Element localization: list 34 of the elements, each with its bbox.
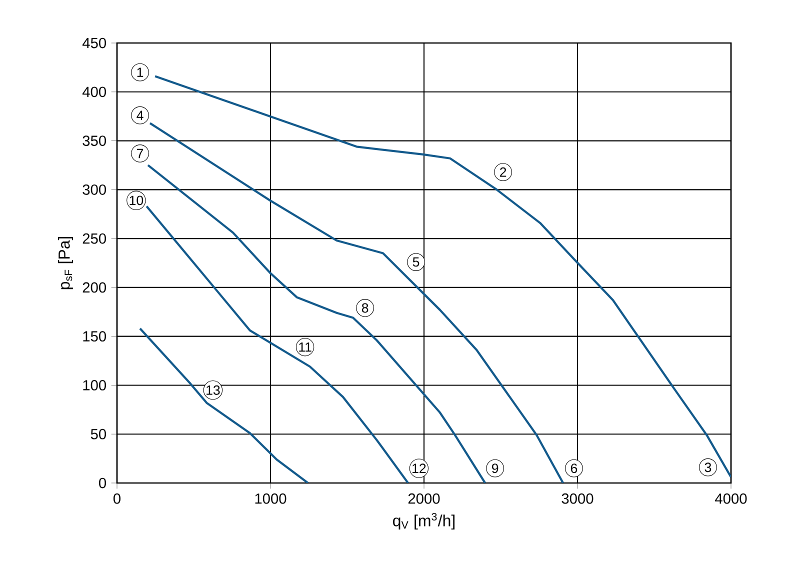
y-tick-label: 0 <box>99 478 106 488</box>
annotation: 1 <box>137 68 144 77</box>
annotation: 3 <box>704 462 712 472</box>
x-tick-label: 2000 <box>408 493 440 504</box>
y-tick-label: 50 <box>90 428 106 440</box>
annotation: 13 <box>206 385 220 395</box>
y-tick-label: 200 <box>82 282 106 293</box>
y-tick-label: 350 <box>82 136 106 146</box>
y-tick-label: 250 <box>82 233 106 244</box>
y-tick-label: 300 <box>82 184 106 195</box>
x-tick-label: 3000 <box>562 493 594 504</box>
x-axis-title: q$_{V}$ [m$^{3}$/h] <box>393 512 454 530</box>
annotation: 7 <box>137 148 144 158</box>
x-tick-label: 0 <box>113 493 120 504</box>
y-tick-label: 150 <box>83 331 106 342</box>
y-tick-label: 100 <box>83 380 106 390</box>
y-axis-title: p$_{sF}$ [Pa] <box>58 236 73 290</box>
annotation: 8 <box>362 303 368 313</box>
line-series <box>146 164 486 483</box>
annotation: 5 <box>412 257 420 267</box>
line-series <box>148 122 564 483</box>
x-tick-label: 4000 <box>715 493 747 504</box>
annotation: 6 <box>570 464 578 474</box>
y-tick-label: 450 <box>82 38 106 48</box>
line-series <box>154 75 731 478</box>
annotation: 10 <box>130 196 144 206</box>
annotation: 4 <box>136 110 144 120</box>
annotation: 9 <box>492 464 498 474</box>
annotation: 11 <box>299 342 312 352</box>
annotation: 2 <box>500 167 506 177</box>
y-tick-label: 400 <box>82 86 106 98</box>
line-series <box>138 327 310 483</box>
x-tick-label: 1000 <box>255 493 286 504</box>
annotation: 12 <box>412 464 426 473</box>
